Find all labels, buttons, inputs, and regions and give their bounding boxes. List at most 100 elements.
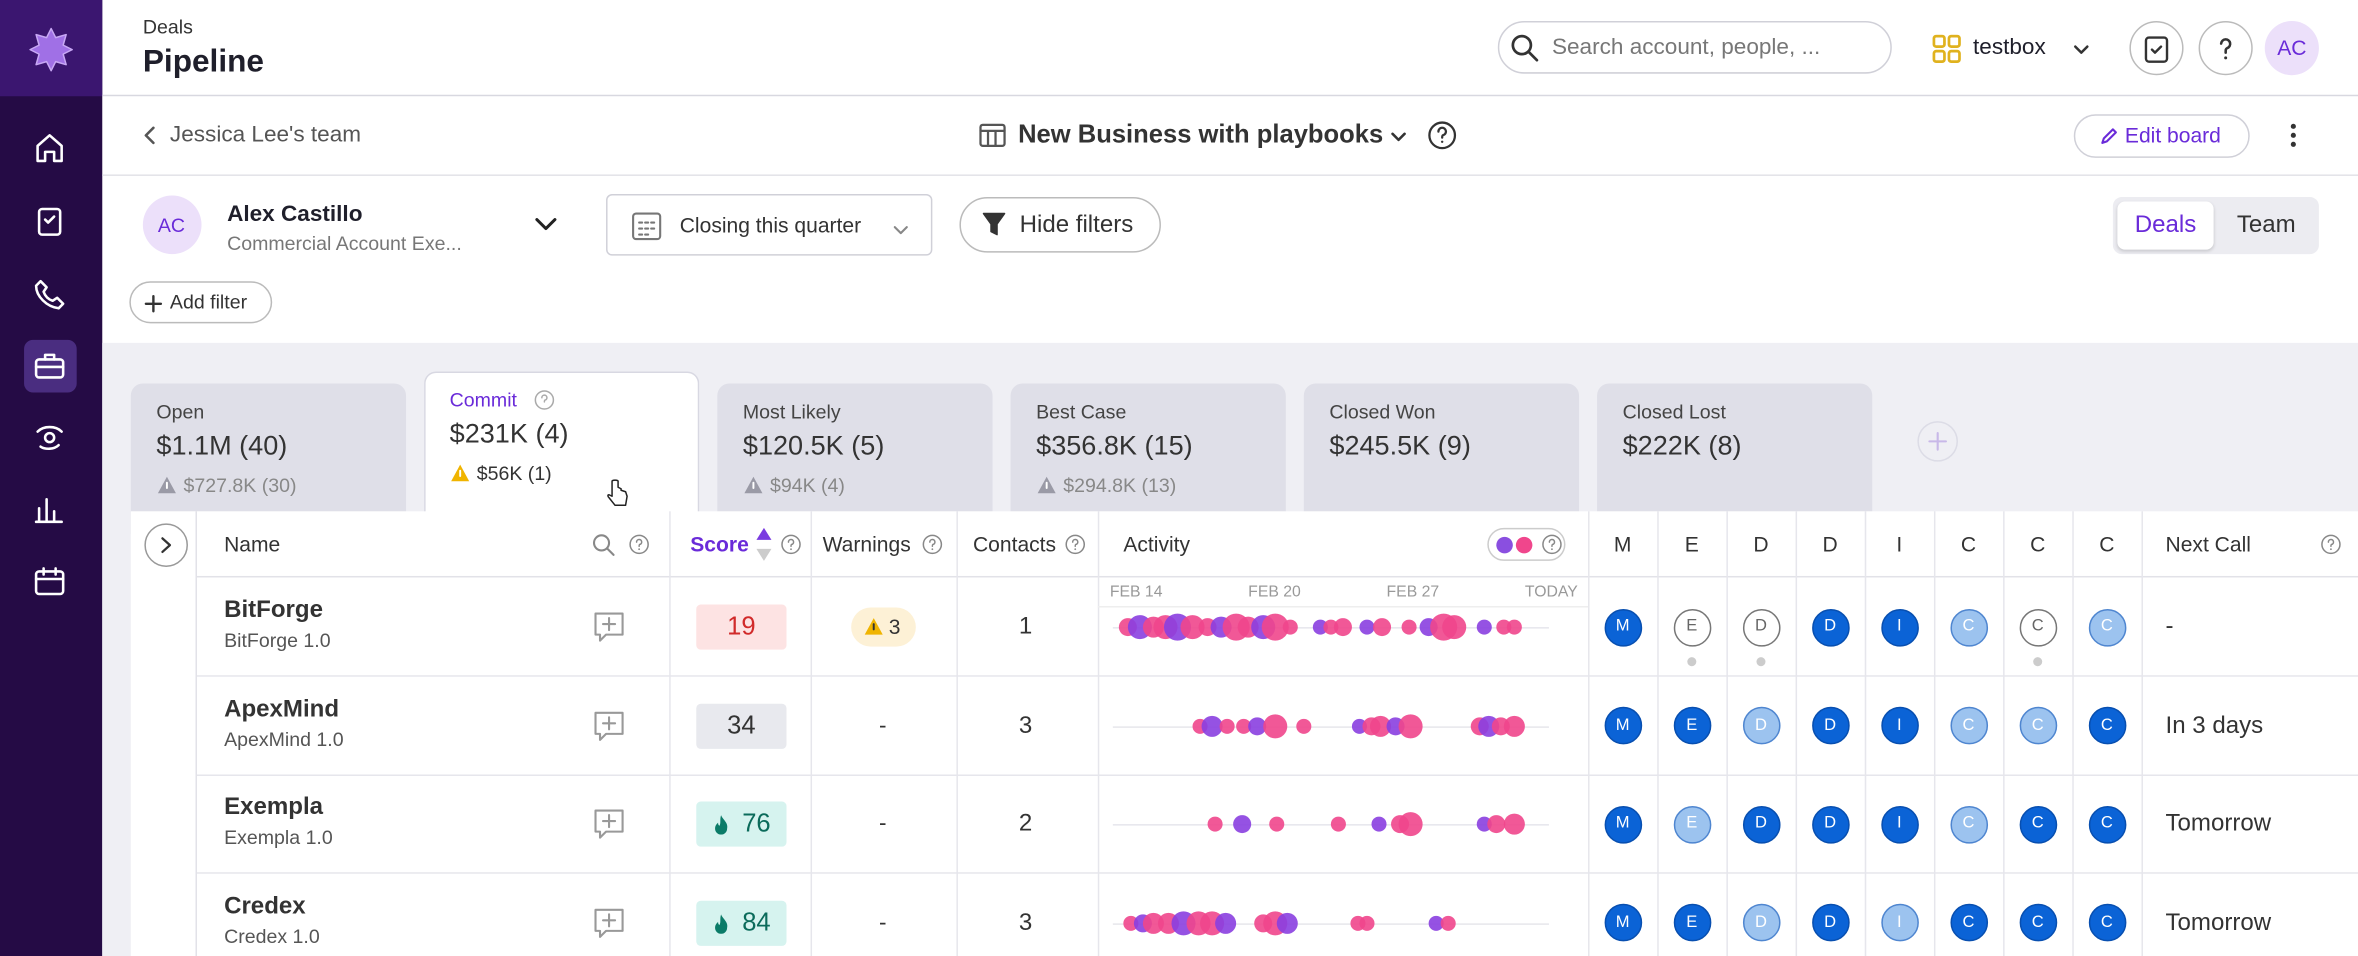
role-circle[interactable] (1673, 706, 1711, 745)
period-dropdown[interactable] (606, 193, 933, 256)
hide-filters-button[interactable] (959, 197, 1161, 253)
expand-button[interactable] (144, 523, 188, 567)
role-circle[interactable] (1603, 706, 1642, 745)
nav-icon[interactable] (32, 492, 68, 528)
table-row[interactable] (197, 676, 2358, 776)
role-circle[interactable] (1603, 903, 1642, 942)
role-circle[interactable] (2088, 706, 2126, 745)
deal-name[interactable]: BitForge (224, 597, 323, 624)
role-circle[interactable] (1742, 608, 1780, 646)
role-circle[interactable] (2088, 805, 2126, 843)
column-header[interactable]: Next Call (2165, 531, 2251, 556)
stage-tab[interactable] (1597, 383, 1873, 534)
role-circle[interactable] (2018, 903, 2057, 942)
deal-name[interactable]: ApexMind (224, 696, 340, 722)
sort-icon[interactable] (755, 526, 773, 562)
column-header[interactable]: C (2099, 531, 2115, 556)
column-header[interactable]: Contacts (972, 531, 1057, 556)
role-circle[interactable] (1673, 805, 1711, 843)
edit-board-button[interactable] (2073, 114, 2250, 158)
deal-name[interactable]: Exempla (224, 794, 324, 821)
calendar-icon (630, 209, 663, 242)
add-stage[interactable] (1917, 421, 1958, 462)
activity-dot (1263, 713, 1288, 738)
role-circle[interactable] (2018, 608, 2057, 646)
role-circle[interactable] (1949, 608, 1988, 646)
column-header[interactable]: Score (690, 531, 749, 556)
role-circle[interactable] (1603, 608, 1642, 646)
table-row[interactable] (197, 774, 2358, 874)
search-box[interactable] (1497, 21, 1892, 74)
role-circle[interactable] (1673, 903, 1711, 942)
note-icon[interactable] (593, 906, 626, 939)
role-circle[interactable] (1949, 706, 1988, 745)
help-button[interactable] (2198, 21, 2253, 76)
role-circle[interactable] (1603, 805, 1642, 843)
table-row[interactable] (197, 577, 2358, 677)
column-header[interactable]: Name (224, 531, 281, 556)
tasks-button[interactable] (2129, 21, 2184, 76)
role-circle[interactable] (2088, 608, 2126, 646)
column-header[interactable]: I (1896, 531, 1903, 556)
role-circle[interactable] (1811, 903, 1849, 942)
role-circle[interactable] (1742, 805, 1780, 843)
stage-tab[interactable] (424, 371, 700, 522)
role-circle[interactable] (1949, 805, 1988, 843)
column-header[interactable]: D (1822, 531, 1838, 556)
role-circle[interactable] (1811, 706, 1849, 745)
role-circle[interactable] (1949, 903, 1988, 942)
add-filter-label[interactable]: Add filter (169, 290, 248, 314)
nav-icon[interactable] (32, 275, 68, 311)
legend-dot (1496, 536, 1513, 554)
role-circle[interactable] (2088, 903, 2126, 942)
toggle-deals[interactable]: Deals (2134, 212, 2197, 239)
role-circle[interactable] (1880, 903, 1919, 942)
hide-filters-label[interactable]: Hide filters (1019, 212, 1134, 239)
role-circle[interactable] (1673, 608, 1711, 646)
role-circle[interactable] (2018, 805, 2057, 843)
nav-icon[interactable] (32, 131, 68, 167)
role-circle[interactable] (2018, 706, 2057, 745)
column-header[interactable]: Warnings (822, 531, 911, 556)
column-header[interactable]: C (1960, 531, 1977, 556)
stage-tab[interactable] (717, 383, 993, 534)
user-chevron[interactable] (532, 214, 559, 235)
nav-icon[interactable] (32, 347, 68, 383)
toggle-team[interactable]: Team (2236, 212, 2296, 239)
activity-dot (1276, 912, 1298, 934)
back-icon[interactable] (141, 125, 159, 146)
role-circle[interactable] (1742, 903, 1780, 942)
toggle-selected[interactable] (2117, 201, 2214, 250)
role-circle[interactable] (1880, 706, 1919, 745)
back-link[interactable]: Jessica Lee's team (169, 121, 362, 148)
role-circle[interactable] (1811, 608, 1849, 646)
column-header[interactable]: D (1753, 531, 1769, 556)
avatar[interactable] (2264, 21, 2319, 76)
nav-icon[interactable] (32, 564, 68, 600)
activity-dot (1282, 619, 1298, 635)
nav-icon[interactable] (32, 203, 68, 239)
role-letter: D (1755, 814, 1767, 833)
edit-board-label[interactable]: Edit board (2124, 122, 2221, 147)
role-circle[interactable] (1811, 805, 1849, 843)
role-circle[interactable] (1880, 805, 1919, 843)
workspace-name[interactable]: testbox (1973, 34, 2046, 61)
column-header[interactable]: C (2030, 531, 2046, 556)
role-circle[interactable] (1742, 706, 1780, 745)
column-header[interactable]: E (1684, 531, 1699, 556)
stage-tab[interactable] (130, 383, 407, 534)
add-filter-button[interactable] (129, 281, 273, 324)
nav-icon[interactable] (32, 420, 68, 456)
deal-name[interactable]: Credex (224, 893, 306, 919)
note-icon[interactable] (593, 709, 626, 742)
board-name[interactable]: New Business with playbooks (1018, 120, 1384, 149)
column-header[interactable]: Activity (1123, 531, 1191, 556)
stage-tab[interactable] (1303, 383, 1580, 534)
role-circle[interactable] (1880, 608, 1919, 646)
note-icon[interactable] (593, 611, 626, 644)
column-header[interactable]: M (1613, 531, 1632, 556)
column-divider (2072, 511, 2074, 956)
stage-tab[interactable] (1010, 383, 1286, 534)
kebab[interactable] (2284, 120, 2302, 150)
note-icon[interactable] (593, 808, 626, 841)
